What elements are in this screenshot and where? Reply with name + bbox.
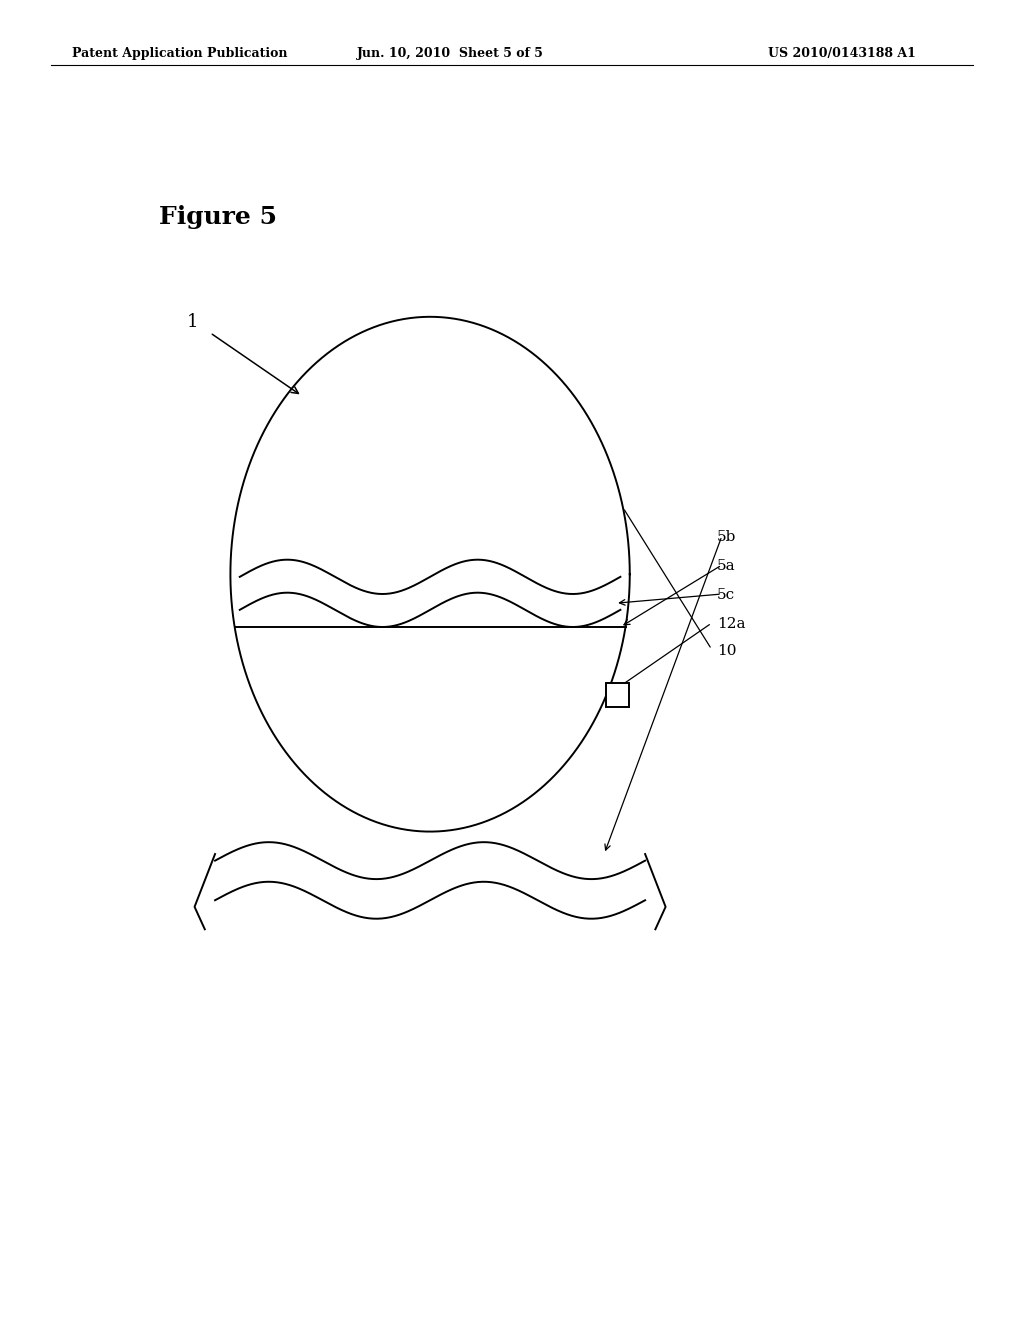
Text: 5b: 5b xyxy=(717,531,736,544)
Text: Jun. 10, 2010  Sheet 5 of 5: Jun. 10, 2010 Sheet 5 of 5 xyxy=(357,46,544,59)
Text: 10: 10 xyxy=(717,644,736,657)
Text: US 2010/0143188 A1: US 2010/0143188 A1 xyxy=(768,46,915,59)
Text: Figure 5: Figure 5 xyxy=(159,206,276,230)
Text: 5c: 5c xyxy=(717,589,735,602)
Text: 12a: 12a xyxy=(717,618,745,631)
Bar xyxy=(606,684,629,708)
Text: 1: 1 xyxy=(186,313,198,331)
Text: 5a: 5a xyxy=(717,560,735,573)
Text: Patent Application Publication: Patent Application Publication xyxy=(72,46,287,59)
